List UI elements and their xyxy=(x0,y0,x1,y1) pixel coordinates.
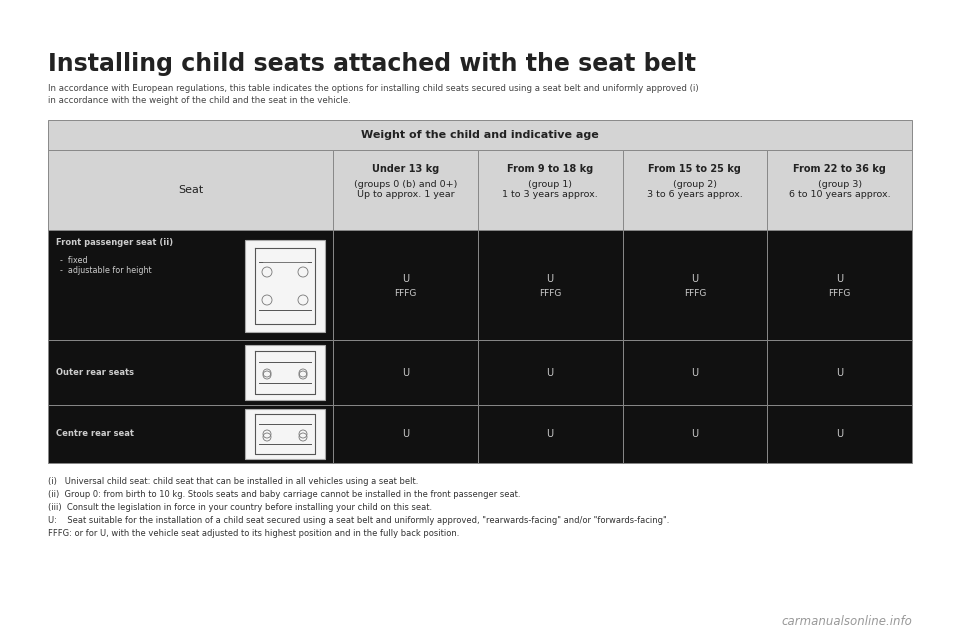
Text: FFFG: FFFG xyxy=(539,289,562,298)
Bar xyxy=(478,230,622,340)
Bar xyxy=(622,150,767,230)
Text: Under 13 kg: Under 13 kg xyxy=(372,164,439,174)
Bar xyxy=(767,340,912,405)
Text: From 22 to 36 kg: From 22 to 36 kg xyxy=(793,164,886,174)
Bar xyxy=(333,230,478,340)
Bar xyxy=(478,150,622,230)
Bar xyxy=(245,345,325,400)
Bar xyxy=(622,405,767,463)
Text: (groups 0 (b) and 0+)
Up to approx. 1 year: (groups 0 (b) and 0+) Up to approx. 1 ye… xyxy=(353,180,457,200)
Bar xyxy=(478,405,622,463)
Text: U: U xyxy=(546,367,554,378)
Bar xyxy=(333,340,478,405)
Text: U: U xyxy=(691,367,699,378)
Text: U: U xyxy=(691,429,699,439)
Text: U: U xyxy=(546,274,554,284)
Text: (iii)  Consult the legislation in force in your country before installing your c: (iii) Consult the legislation in force i… xyxy=(48,503,432,512)
Text: (group 3)
6 to 10 years approx.: (group 3) 6 to 10 years approx. xyxy=(789,180,891,200)
Bar xyxy=(333,405,478,463)
Text: FFFG: FFFG xyxy=(828,289,851,298)
Text: U: U xyxy=(836,367,843,378)
Bar xyxy=(622,230,767,340)
Bar xyxy=(48,150,333,230)
Text: Seat: Seat xyxy=(178,185,204,195)
Bar xyxy=(767,150,912,230)
Text: FFFG: FFFG xyxy=(395,289,417,298)
Text: U: U xyxy=(836,429,843,439)
Text: In accordance with European regulations, this table indicates the options for in: In accordance with European regulations,… xyxy=(48,84,699,93)
Text: (group 2)
3 to 6 years approx.: (group 2) 3 to 6 years approx. xyxy=(647,180,743,200)
Bar xyxy=(48,405,333,463)
Text: Outer rear seats: Outer rear seats xyxy=(56,368,134,377)
Bar xyxy=(333,150,478,230)
Text: -  fixed
-  adjustable for height: - fixed - adjustable for height xyxy=(60,256,152,275)
Text: FFFG: or for U, with the vehicle seat adjusted to its highest position and in th: FFFG: or for U, with the vehicle seat ad… xyxy=(48,529,460,538)
Bar xyxy=(622,340,767,405)
Bar xyxy=(48,120,912,150)
Text: in accordance with the weight of the child and the seat in the vehicle.: in accordance with the weight of the chi… xyxy=(48,96,350,105)
Bar xyxy=(478,340,622,405)
Text: U: U xyxy=(402,274,409,284)
Text: (i)   Universal child seat: child seat that can be installed in all vehicles usi: (i) Universal child seat: child seat tha… xyxy=(48,477,419,486)
Bar xyxy=(48,340,333,405)
Text: From 9 to 18 kg: From 9 to 18 kg xyxy=(507,164,593,174)
Text: U: U xyxy=(402,429,409,439)
Bar xyxy=(767,230,912,340)
Text: (ii)  Group 0: from birth to 10 kg. Stools seats and baby carriage cannot be ins: (ii) Group 0: from birth to 10 kg. Stool… xyxy=(48,490,520,499)
Text: U:    Seat suitable for the installation of a child seat secured using a seat be: U: Seat suitable for the installation of… xyxy=(48,516,669,525)
Text: U: U xyxy=(402,367,409,378)
Text: U: U xyxy=(836,274,843,284)
Text: U: U xyxy=(691,274,699,284)
Text: Weight of the child and indicative age: Weight of the child and indicative age xyxy=(361,130,599,140)
Text: Front passenger seat (ii): Front passenger seat (ii) xyxy=(56,238,173,247)
Text: From 15 to 25 kg: From 15 to 25 kg xyxy=(648,164,741,174)
Bar xyxy=(767,405,912,463)
Bar xyxy=(245,240,325,332)
Bar xyxy=(48,230,333,340)
Bar xyxy=(245,409,325,459)
Text: Centre rear seat: Centre rear seat xyxy=(56,429,134,438)
Text: U: U xyxy=(546,429,554,439)
Text: FFFG: FFFG xyxy=(684,289,706,298)
Text: carmanualsonline.info: carmanualsonline.info xyxy=(781,615,912,628)
Text: Installing child seats attached with the seat belt: Installing child seats attached with the… xyxy=(48,52,696,76)
Text: (group 1)
1 to 3 years approx.: (group 1) 1 to 3 years approx. xyxy=(502,180,598,200)
